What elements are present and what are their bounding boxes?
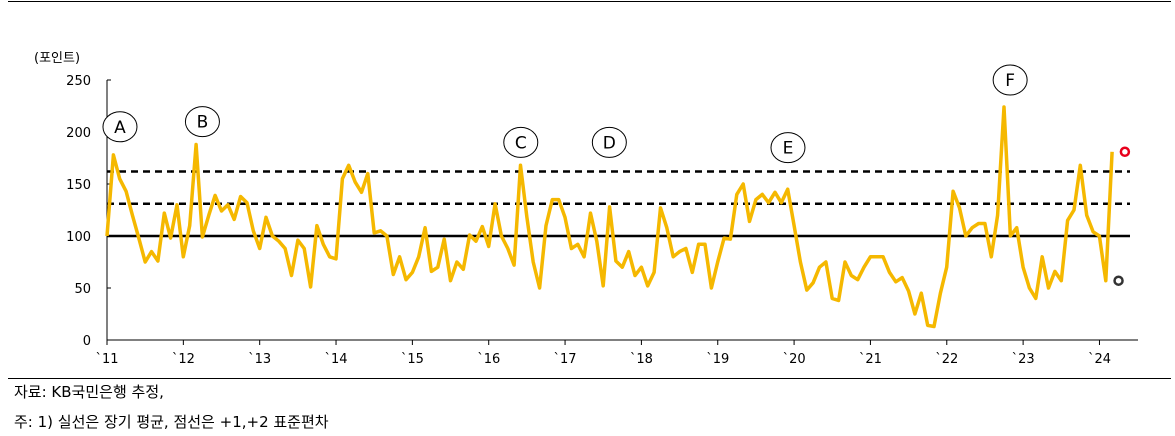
y-tick-label: 250 [66, 74, 91, 89]
y-tick-label: 150 [66, 178, 91, 193]
x-tick-label: `11 [95, 352, 118, 367]
series-lines [105, 105, 1114, 329]
y-tick-label: 200 [66, 126, 91, 141]
x-tick-label: `15 [401, 352, 424, 367]
annotation-circle [591, 126, 627, 158]
annotation-label: F [1005, 71, 1015, 91]
highlight-point [1113, 275, 1124, 286]
source-note: 자료: KB국민은행 추정, [14, 383, 164, 401]
x-tick-label: `13 [248, 352, 271, 367]
x-tick-label: `17 [554, 352, 577, 367]
annotation-label: D [603, 133, 616, 153]
x-tick-label: `24 [1088, 352, 1111, 367]
annotation-label: B [197, 113, 209, 133]
annotation-label: E [783, 139, 794, 159]
x-tick-label: `12 [172, 352, 195, 367]
highlight-point [1119, 146, 1131, 158]
series-line [105, 105, 1114, 329]
axes: (포인트) 0 50 100 150 200 250 `11 `12 `13 `14 `15 `16 `1… [34, 51, 1138, 367]
annotation-circle [503, 126, 539, 158]
annotations: A B C D E F [102, 64, 1028, 164]
top-rule [8, 1, 1171, 2]
y-tick-label: 0 [83, 334, 91, 349]
x-tick-label: `21 [859, 352, 882, 367]
x-tick-label: `19 [706, 352, 729, 367]
x-tick-label: `23 [1012, 352, 1035, 367]
x-tick-label: `20 [783, 352, 806, 367]
annotation-circle [184, 106, 220, 138]
bottom-rule [8, 378, 1171, 379]
highlight-points [1113, 146, 1131, 286]
annotation-circle [770, 132, 806, 164]
y-tick-label: 50 [74, 282, 91, 297]
annotation-label: C [515, 133, 527, 153]
unit-label: (포인트) [34, 51, 80, 66]
x-tick-label: `16 [477, 352, 500, 367]
annotation-circle [992, 64, 1028, 96]
y-tick-label: 100 [66, 230, 91, 245]
line-chart: (포인트) 0 50 100 150 200 250 `11 `12 `13 `14 `15 `16 `1… [34, 51, 1138, 367]
x-tick-label: `22 [935, 352, 958, 367]
annotation-circle [102, 111, 138, 143]
x-tick-label: `14 [325, 352, 348, 367]
annotation-label: A [114, 118, 126, 138]
x-tick-label: `18 [630, 352, 653, 367]
footnote: 주: 1) 실선은 장기 평균, 점선은 +1,+2 표준편차 [14, 413, 329, 431]
